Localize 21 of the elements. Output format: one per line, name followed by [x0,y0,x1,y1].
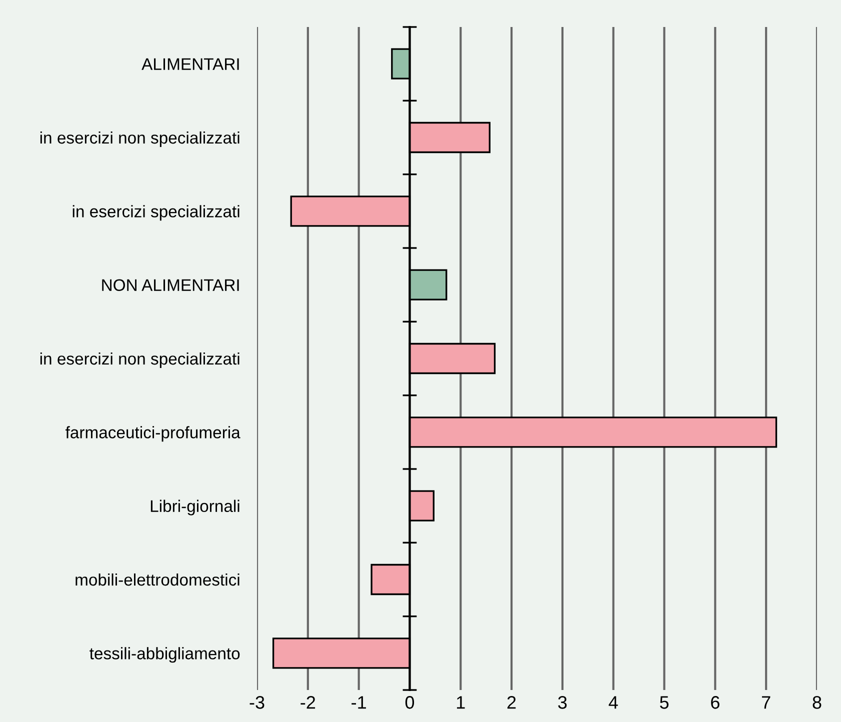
y-tick-label: in esercizi specializzati [72,205,240,221]
x-tick-label: 8 [812,696,822,709]
y-tick-label: in esercizi non specializzati [40,131,240,147]
x-tick-label: -2 [300,696,316,709]
x-tick-label: -1 [352,696,366,709]
x-tick-label: 0 [405,696,414,709]
y-tick-label: tessili-abbigliamento [90,647,240,663]
x-tick-label: -3 [250,696,264,709]
x-tick-label: 4 [608,696,618,709]
y-tick-label: mobili-elettrodomestici [76,573,240,586]
y-tick-label: in esercizi non specializzati [40,352,240,368]
y-tick-label: farmaceutici-profumeria [66,426,240,442]
x-tick-label: 5 [660,696,669,709]
x-tick-label: 7 [762,696,770,709]
x-tick-label: 2 [507,696,516,709]
y-tick-label: Libri-giornali [150,500,240,516]
x-tick-label: 6 [711,696,720,709]
x-tick-label: 1 [456,696,465,709]
y-tick-label: ALIMENTARI [142,58,239,70]
y-tick-label: NON ALIMENTARI [102,279,239,292]
x-tick-label: 3 [558,696,567,709]
